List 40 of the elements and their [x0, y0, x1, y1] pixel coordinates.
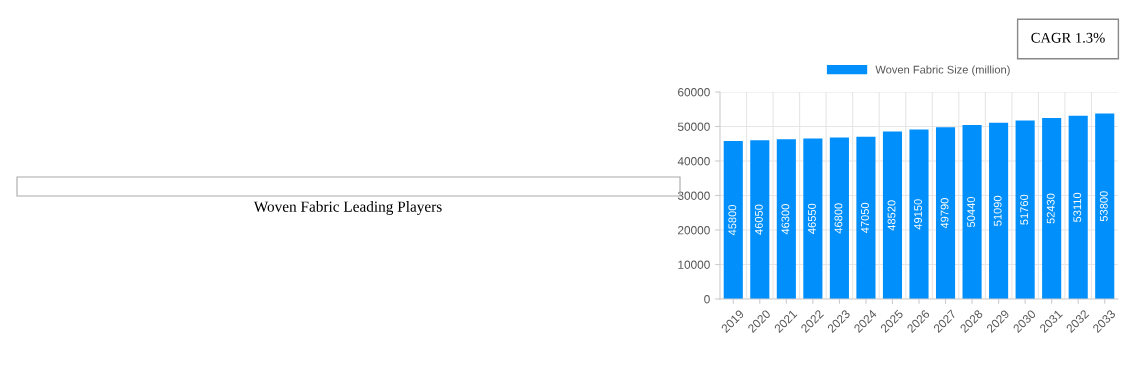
data-label: 53800: [1099, 191, 1108, 222]
bar: [750, 140, 770, 299]
bar: [1015, 120, 1035, 299]
data-label: 53110: [1073, 192, 1082, 222]
data-label: 46550: [807, 203, 816, 234]
y-tick-label: 60000: [678, 88, 710, 97]
data-label: 50440: [967, 196, 976, 227]
y-tick-label: 10000: [678, 260, 710, 269]
data-label: 49150: [914, 199, 922, 230]
bar: [829, 137, 849, 299]
bar: [1068, 115, 1088, 299]
legend-label: Woven Fabric Size (million): [875, 65, 1010, 76]
bar: [962, 124, 982, 299]
bar: [776, 139, 796, 299]
data-label: 46050: [754, 204, 763, 235]
text: CAGR 1.3%: [1031, 32, 1105, 43]
data-label: 48520: [887, 200, 896, 231]
data-label: 47050: [861, 202, 869, 234]
bar: [989, 122, 1009, 299]
data-label: 45800: [728, 204, 737, 236]
data-label: 51760: [1020, 194, 1029, 225]
data-label: 49790: [940, 198, 949, 229]
bar: [882, 131, 903, 299]
bar: [856, 136, 876, 299]
bar: [1042, 118, 1062, 299]
bar: [935, 127, 956, 299]
bar: [723, 140, 743, 299]
data-label: 46300: [781, 204, 790, 235]
data-label: 51090: [993, 195, 1002, 226]
bar: [1095, 113, 1115, 299]
y-tick-label: 40000: [677, 157, 710, 166]
bar: [909, 129, 929, 299]
text: Woven Fabric Leading Players: [253, 201, 442, 215]
y-tick-label: 20000: [678, 226, 710, 235]
data-label: 46800: [834, 203, 843, 234]
data-label: 52430: [1046, 193, 1055, 224]
y-tick-label: 50000: [677, 122, 710, 131]
y-tick-label: 0: [704, 295, 710, 304]
bar: [803, 138, 823, 299]
y-tick-label: 30000: [677, 191, 710, 200]
